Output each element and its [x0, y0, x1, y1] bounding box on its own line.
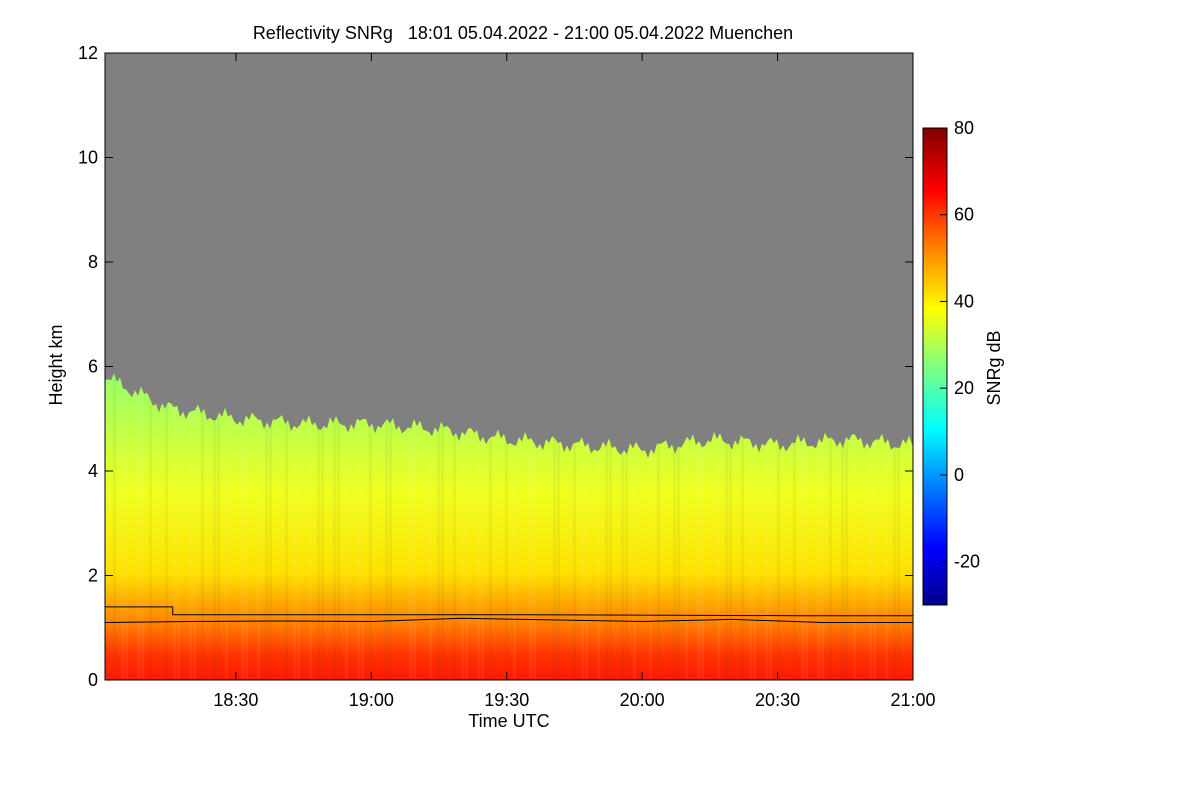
colorbar-tick-label: 40 — [954, 291, 974, 311]
x-tick-label: 21:00 — [890, 690, 935, 710]
colorbar-tick-label: 20 — [954, 378, 974, 398]
boundary-lines — [104, 606, 913, 623]
chart-title: Reflectivity SNRg 18:01 05.04.2022 - 21:… — [253, 23, 793, 43]
y-axis-ticks: 0 2 4 6 8 10 12 — [78, 43, 913, 690]
y-tick-label: 12 — [78, 43, 98, 63]
x-axis-ticks: 18:30 19:00 19:30 20:00 20:30 21:00 — [213, 53, 936, 710]
signal-texture — [113, 373, 900, 680]
x-tick-label: 20:30 — [755, 690, 800, 710]
colorbar-tick-label: 60 — [954, 205, 974, 225]
colorbar-tick-label: 80 — [954, 118, 974, 138]
y-tick-label: 8 — [88, 252, 98, 272]
colorbar-tick-label: -20 — [954, 552, 980, 572]
y-tick-label: 0 — [88, 670, 98, 690]
colorbar-label: SNRg dB — [984, 330, 1004, 405]
colorbar — [922, 127, 948, 606]
y-axis-label: Height km — [46, 324, 66, 405]
boundary-line-2 — [104, 617, 913, 623]
y-tick-label: 10 — [78, 148, 98, 168]
colorbar-tick-label: 0 — [954, 465, 964, 485]
x-tick-label: 19:00 — [349, 690, 394, 710]
x-tick-label: 20:00 — [620, 690, 665, 710]
y-tick-label: 6 — [88, 357, 98, 377]
y-tick-label: 2 — [88, 566, 98, 586]
colorbar-ticks: -20 0 20 40 60 80 — [940, 118, 980, 572]
boundary-line-1 — [105, 606, 913, 617]
x-axis-label: Time UTC — [468, 711, 549, 731]
y-tick-label: 4 — [88, 461, 98, 481]
x-tick-label: 19:30 — [484, 690, 529, 710]
x-tick-label: 18:30 — [213, 690, 258, 710]
